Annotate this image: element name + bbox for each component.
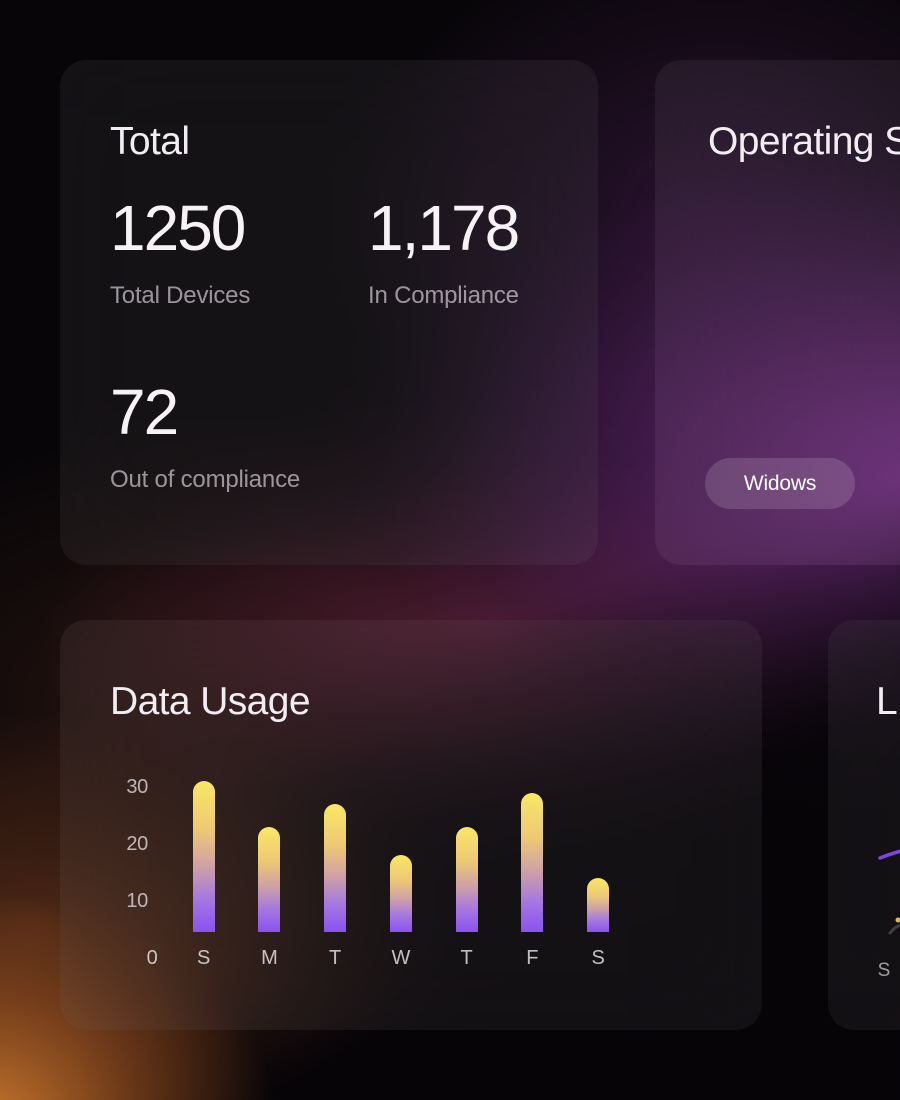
y-axis-zero-label: 0 (146, 947, 158, 969)
trend-line-faint (888, 923, 900, 935)
y-axis-tick-20: 20 (126, 833, 148, 855)
total-card-title: Total (110, 120, 190, 163)
line-chart-x-label: S (877, 960, 891, 981)
total-devices-label: Total Devices (110, 282, 251, 309)
total-card: Total 1250 Total Devices 1,178 In Compli… (60, 60, 598, 565)
data-usage-bar-chart: 0 10 20 30 S M T W T F S (60, 620, 762, 1030)
usage-bar-1 (258, 826, 281, 932)
os-badge-label: Widows (743, 471, 817, 495)
x-axis-label-0: S (196, 947, 211, 969)
x-axis-label-1: M (261, 947, 278, 969)
x-axis-label-6: S (591, 947, 605, 969)
in-compliance-value: 1,178 (368, 192, 520, 264)
x-axis-label-3: W (391, 947, 411, 969)
out-of-compliance-label: Out of compliance (110, 466, 301, 493)
os-badge-widows[interactable]: Widows (705, 458, 855, 509)
usage-bar-0 (192, 781, 215, 932)
usage-bar-4 (455, 826, 478, 932)
operating-systems-card-title: Operating S (708, 120, 900, 163)
usage-bar-3 (389, 855, 412, 932)
line-chart-card: L S (828, 620, 900, 1030)
data-usage-card: Data Usage 0 10 20 30 S M T W T F S (60, 620, 762, 1030)
x-axis-label-5: F (526, 947, 539, 969)
usage-bar-6 (587, 878, 609, 932)
total-devices-value: 1250 (110, 192, 246, 264)
x-axis-label-2: T (329, 947, 341, 969)
trend-line-purple (878, 849, 900, 860)
out-of-compliance-stat: 72 Out of compliance (110, 380, 300, 494)
in-compliance-label: In Compliance (368, 282, 519, 309)
data-usage-card-title: Data Usage (110, 680, 311, 723)
trend-point-yellow (895, 917, 900, 923)
out-of-compliance-value: 72 (110, 376, 179, 448)
line-chart-card-title: L (876, 680, 898, 723)
usage-bar-2 (324, 804, 346, 932)
operating-systems-card: Operating S Widows (655, 60, 900, 565)
total-devices-stat: 1250 Total Devices (110, 196, 250, 310)
in-compliance-stat: 1,178 In Compliance (368, 192, 520, 310)
y-axis-tick-30: 30 (126, 776, 148, 798)
x-axis-label-4: T (460, 947, 473, 969)
usage-bar-5 (521, 792, 544, 932)
y-axis-tick-10: 10 (126, 890, 148, 912)
